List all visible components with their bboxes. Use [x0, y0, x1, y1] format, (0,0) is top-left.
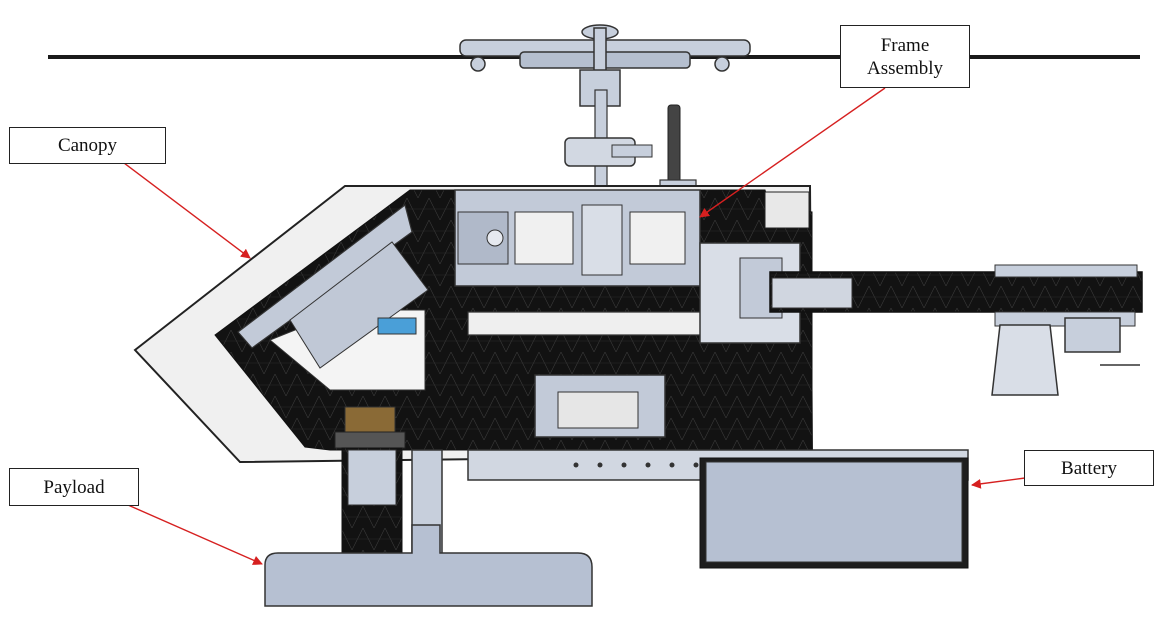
canopy-panel	[237, 203, 413, 349]
gearbox	[454, 189, 701, 287]
rotor-head	[459, 24, 751, 107]
main-gear	[467, 311, 741, 336]
payload-callout: Payload	[9, 468, 139, 506]
tail-servo	[991, 317, 1140, 396]
motor-housing	[534, 374, 666, 438]
battery-callout: Battery	[1024, 450, 1154, 486]
leader-canopy	[119, 159, 251, 259]
leader-battery	[971, 477, 1026, 489]
circuit-board	[377, 317, 417, 335]
leader-payload	[127, 504, 263, 565]
frame-assembly-callout: Frame Assembly	[840, 25, 970, 88]
swashplate	[564, 104, 697, 201]
tail-boom	[769, 264, 1143, 327]
leader-frame	[699, 87, 886, 218]
canopy-callout: Canopy	[9, 127, 166, 164]
payload-box	[264, 524, 593, 607]
payload-mount-block	[344, 406, 396, 433]
